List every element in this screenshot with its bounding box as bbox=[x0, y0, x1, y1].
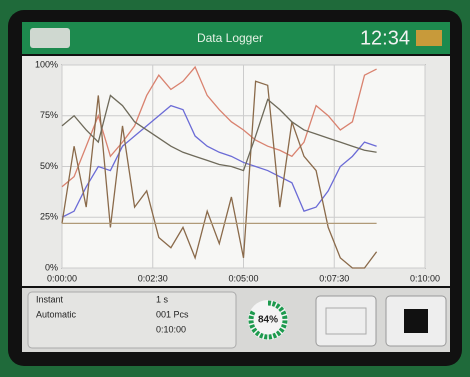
x-tick-label: 0:07:30 bbox=[319, 273, 349, 283]
y-tick-label: 0% bbox=[45, 262, 58, 272]
header-title: Data Logger bbox=[197, 31, 263, 45]
battery bbox=[416, 30, 442, 46]
mode-value: 1 s bbox=[156, 294, 169, 304]
plot: 0% 25% 50% 75% 100% 0:00:00 0:02:30 0:05:00 0:07… bbox=[35, 59, 440, 283]
y-tick-label: 100% bbox=[35, 59, 58, 69]
stop-icon bbox=[404, 309, 428, 333]
table-view-button[interactable] bbox=[316, 296, 376, 346]
device-screen: Data Logger 12:34 0% 25% 50% 75% 100% 0:00:00… bbox=[0, 0, 470, 372]
duration: 0:10:00 bbox=[156, 324, 186, 334]
count: 001 Pcs bbox=[156, 309, 189, 319]
mode-label: Instant bbox=[36, 294, 64, 304]
x-tick-label: 0:02:30 bbox=[138, 273, 168, 283]
home-button[interactable] bbox=[30, 28, 70, 48]
x-tick-label: 0:05:00 bbox=[228, 273, 258, 283]
x-tick-label: 0:10:00 bbox=[410, 273, 440, 283]
y-tick-label: 50% bbox=[40, 161, 58, 171]
clock: 12:34 bbox=[360, 27, 410, 49]
gauge-label: 84% bbox=[258, 315, 278, 326]
trigger-label: Automatic bbox=[36, 309, 77, 319]
x-tick-label: 0:00:00 bbox=[47, 273, 77, 283]
y-tick-label: 25% bbox=[40, 212, 58, 222]
y-tick-label: 75% bbox=[40, 110, 58, 120]
